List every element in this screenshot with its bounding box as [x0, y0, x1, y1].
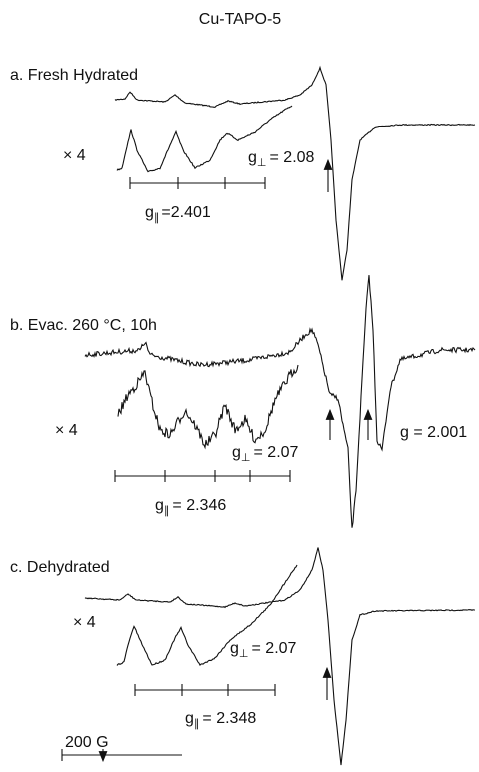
g-symbol: g [248, 149, 257, 166]
g-sub: ⊥ [257, 157, 267, 169]
spectrum [117, 364, 299, 450]
g-perp: g⊥ = 2.07 [230, 640, 297, 660]
g-value: = 2.348 [202, 710, 256, 727]
spectrum [116, 564, 298, 667]
g-value: = 2.07 [254, 444, 299, 461]
field-scale-label: 200 G [65, 734, 109, 751]
g-symbol: g [185, 710, 194, 727]
g-par: g∥ = 2.348 [185, 710, 256, 730]
g-sub: ⊥ [241, 452, 251, 464]
g-perp: g⊥ = 2.07 [232, 444, 299, 464]
scale-factor: × 4 [73, 614, 96, 631]
spectrum [114, 65, 476, 281]
g-symbol: g [230, 640, 239, 657]
spectra [84, 65, 476, 766]
g-sub: ⊥ [239, 648, 249, 660]
panel-label: a. Fresh Hydrated [10, 67, 138, 84]
g-sub: ∥ [154, 212, 160, 224]
field-scale-bar [61, 749, 182, 761]
hyperfine-bar [129, 177, 266, 189]
g-perp: g⊥ = 2.08 [248, 149, 315, 169]
panel-label: c. Dehydrated [10, 559, 110, 576]
g-sub: ∥ [164, 505, 170, 517]
panel-label: b. Evac. 260 °C, 10h [10, 317, 157, 334]
g-par: g∥ =2.401 [145, 204, 211, 224]
spectrum [116, 105, 293, 173]
g-free: g = 2.001 [400, 424, 467, 441]
hyperfine-bar [134, 684, 276, 696]
spectrum [84, 547, 475, 766]
g-value: = 2.08 [270, 149, 315, 166]
figure-title: Cu-TAPO-5 [199, 11, 281, 28]
g-symbol: g [145, 204, 154, 221]
g-par: g∥ = 2.346 [155, 497, 226, 517]
spectrum [84, 275, 476, 528]
hyperfine-bar [114, 470, 291, 482]
g-value: = 2.346 [172, 497, 226, 514]
scale-factor: × 4 [63, 147, 86, 164]
g-symbol: g [232, 444, 241, 461]
g-sub: ∥ [194, 718, 200, 730]
g-value: =2.401 [161, 204, 210, 221]
scale-factor: × 4 [55, 422, 78, 439]
g-symbol: g [155, 497, 164, 514]
g-value: = 2.07 [252, 640, 297, 657]
